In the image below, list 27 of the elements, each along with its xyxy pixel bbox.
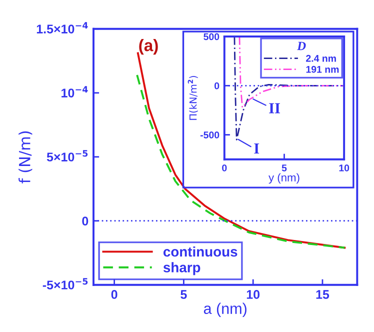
x-tick-label: 5 <box>180 290 187 299</box>
y-tick-label: -5×10$^{−5}$ <box>42 278 88 290</box>
x-axis-title: y (nm) <box>268 173 300 184</box>
legend-label: continuous <box>163 246 238 257</box>
legend-title: D <box>296 42 306 50</box>
x-tick-label: 0 <box>111 290 118 299</box>
x-tick-label: 10 <box>246 290 260 299</box>
y-axis-title: Π(kN/m$^{2}$) <box>188 76 198 120</box>
legend-label: sharp <box>163 262 200 276</box>
x-axis-title: a (nm) <box>204 302 246 317</box>
y-tick-label: 0 <box>214 82 220 90</box>
y-axis-title: f (N/m) <box>18 131 32 184</box>
annotation: (a) <box>139 39 158 55</box>
annotation: I <box>254 144 260 154</box>
x-tick-label: 15 <box>316 290 330 299</box>
x-tick-label: 5 <box>282 164 287 172</box>
y-tick-label: -500 <box>200 132 220 138</box>
legend-label: 191 nm <box>306 66 339 73</box>
y-tick-label: 1.5×10$^{−4}$ <box>36 22 88 34</box>
y-tick-label: 5×10$^{−5}$ <box>46 150 88 162</box>
y-tick-label: 500 <box>204 33 220 40</box>
y-tick-label: 10$^{−4}$ <box>62 86 88 98</box>
y-tick-label: 0 <box>82 216 88 226</box>
x-tick-label: 0 <box>222 164 227 172</box>
annotation: II <box>269 103 280 114</box>
legend-label: 2.4 nm <box>306 54 336 62</box>
x-tick-label: 10 <box>339 164 350 172</box>
